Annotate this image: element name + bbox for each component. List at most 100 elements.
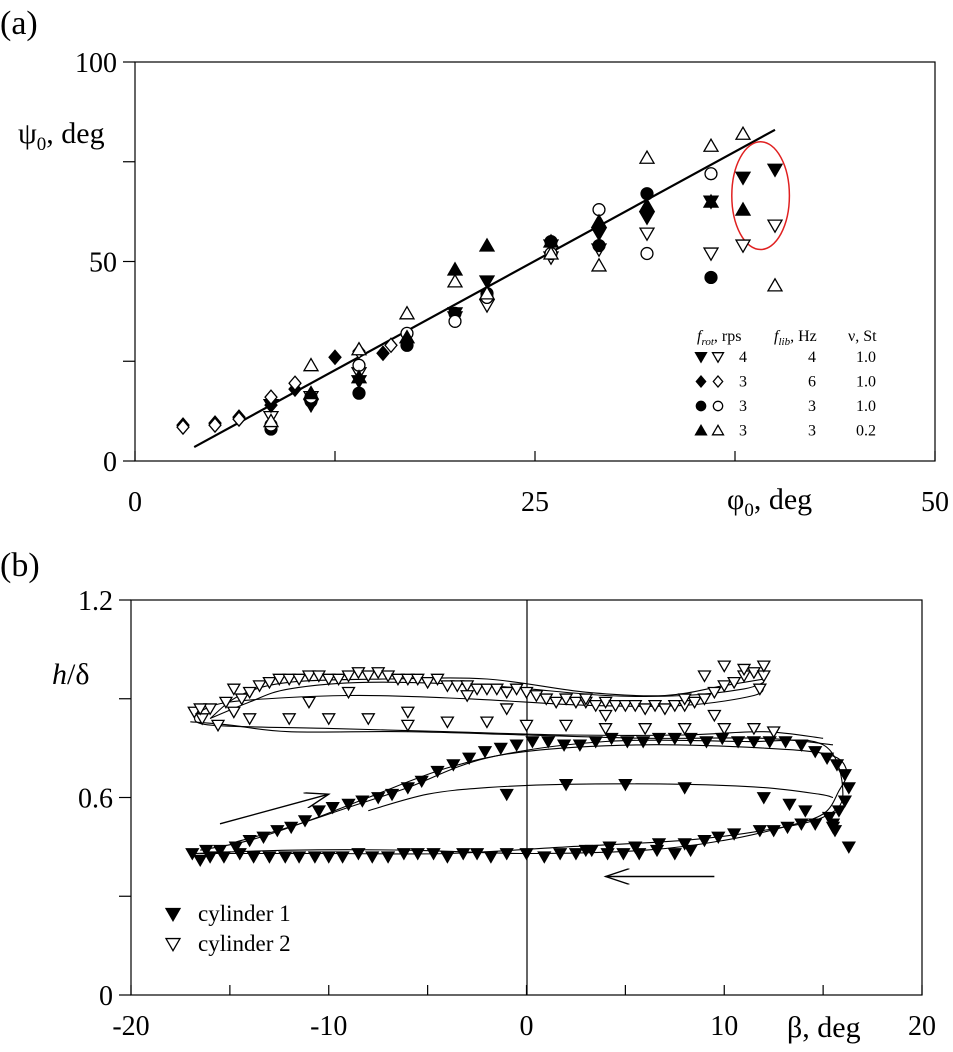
panel-a-x-tick-label: 50 [921, 487, 949, 518]
data-point [592, 238, 606, 253]
legend-nu-value: 1.0 [856, 349, 876, 366]
legend-flib-value: 3 [808, 398, 816, 415]
data-point [829, 759, 845, 772]
data-point [426, 848, 441, 861]
series-tri-up-filled [302, 193, 752, 400]
data-point [568, 696, 584, 710]
data-point [176, 419, 190, 436]
data-point [256, 831, 271, 844]
legend-header-flib-unit: , Hz [790, 328, 817, 345]
data-point [677, 838, 692, 851]
data-point [284, 821, 299, 835]
panel-b-x-tick-label: 20 [908, 1011, 936, 1042]
data-point [478, 237, 496, 252]
data-point [282, 673, 297, 686]
data-point [450, 680, 465, 693]
panel-b-y-label-h: h [52, 658, 67, 691]
data-point [677, 723, 692, 736]
panel-b-x-tick-label: 10 [710, 1011, 738, 1042]
data-point [697, 693, 712, 706]
data-point [278, 851, 293, 864]
panel-a-highlight-ellipse [731, 141, 791, 251]
data-point [837, 795, 853, 808]
data-point [578, 844, 593, 858]
panel-b-y-tick-label: 0 [99, 981, 113, 1012]
data-point [410, 673, 425, 686]
data-point [264, 389, 278, 406]
data-point [499, 703, 514, 716]
data-point [734, 239, 752, 254]
data-point [519, 848, 534, 861]
data-point [479, 716, 495, 729]
data-point [541, 736, 556, 749]
panel-b-y-axis-label: h/δ [52, 658, 89, 691]
data-point [628, 841, 643, 854]
data-point [335, 851, 350, 864]
data-point [493, 742, 508, 756]
data-point [193, 854, 208, 868]
panel-a-x-tick-label: 0 [128, 487, 142, 518]
panel-b-arrows [219, 794, 715, 876]
data-point [252, 680, 267, 693]
data-point [794, 739, 809, 752]
data-point [242, 713, 257, 726]
data-point [509, 683, 524, 696]
hysteresis-curve [193, 714, 824, 739]
data-point [697, 670, 712, 683]
data-point [218, 696, 234, 710]
legend-header-flib: flib, Hz [774, 328, 817, 348]
data-point [193, 703, 208, 716]
data-point [572, 739, 588, 752]
legend-marker-open [711, 352, 725, 364]
data-point [707, 686, 722, 700]
data-point [667, 732, 682, 746]
data-point [602, 841, 617, 854]
panel-b-y-label-rest: /δ [67, 658, 89, 691]
panel-b-x-tick-label: 0 [520, 1011, 534, 1042]
data-point [380, 670, 396, 683]
legend-frot-value: 3 [739, 423, 747, 440]
legend-frot-value: 3 [739, 398, 747, 415]
data-point [365, 851, 380, 864]
data-point [590, 213, 608, 228]
data-point [618, 779, 633, 792]
panel-a-y-axis-label: ψ0, deg [18, 117, 105, 155]
data-point [638, 197, 656, 212]
data-point [697, 834, 712, 848]
data-point [640, 246, 654, 261]
data-point [351, 848, 366, 861]
legend-marker [164, 907, 182, 922]
data-point [352, 386, 366, 400]
data-point [234, 693, 249, 706]
data-point [519, 686, 534, 700]
data-point [762, 736, 777, 749]
data-point [400, 719, 415, 733]
data-point [638, 723, 653, 736]
data-point [636, 736, 651, 749]
panel-a-y-label-unit: , deg [46, 117, 104, 150]
legend-marker-open [711, 423, 725, 436]
data-point [477, 746, 493, 759]
data-point [702, 247, 720, 262]
data-point [483, 851, 499, 864]
data-point [499, 848, 514, 861]
panel-b-ticks [119, 599, 923, 996]
data-point [766, 825, 781, 838]
data-point [590, 257, 608, 272]
data-point [537, 851, 552, 864]
data-point [831, 805, 847, 818]
data-point [651, 732, 667, 746]
data-point [556, 739, 572, 752]
panel-b-y-tick-label: 0.6 [78, 784, 113, 815]
panel-a-legend-rows: 4 4 1.0 3 6 1.0 3 3 1.0 3 3 0.2 [694, 349, 876, 440]
data-point [351, 667, 366, 680]
data-point [307, 851, 323, 864]
data-point [478, 275, 496, 290]
data-point [766, 219, 784, 234]
data-point [440, 680, 455, 693]
data-point [618, 700, 633, 713]
data-point [350, 341, 368, 356]
panel-a-ticks [123, 61, 936, 462]
data-point [398, 305, 416, 320]
